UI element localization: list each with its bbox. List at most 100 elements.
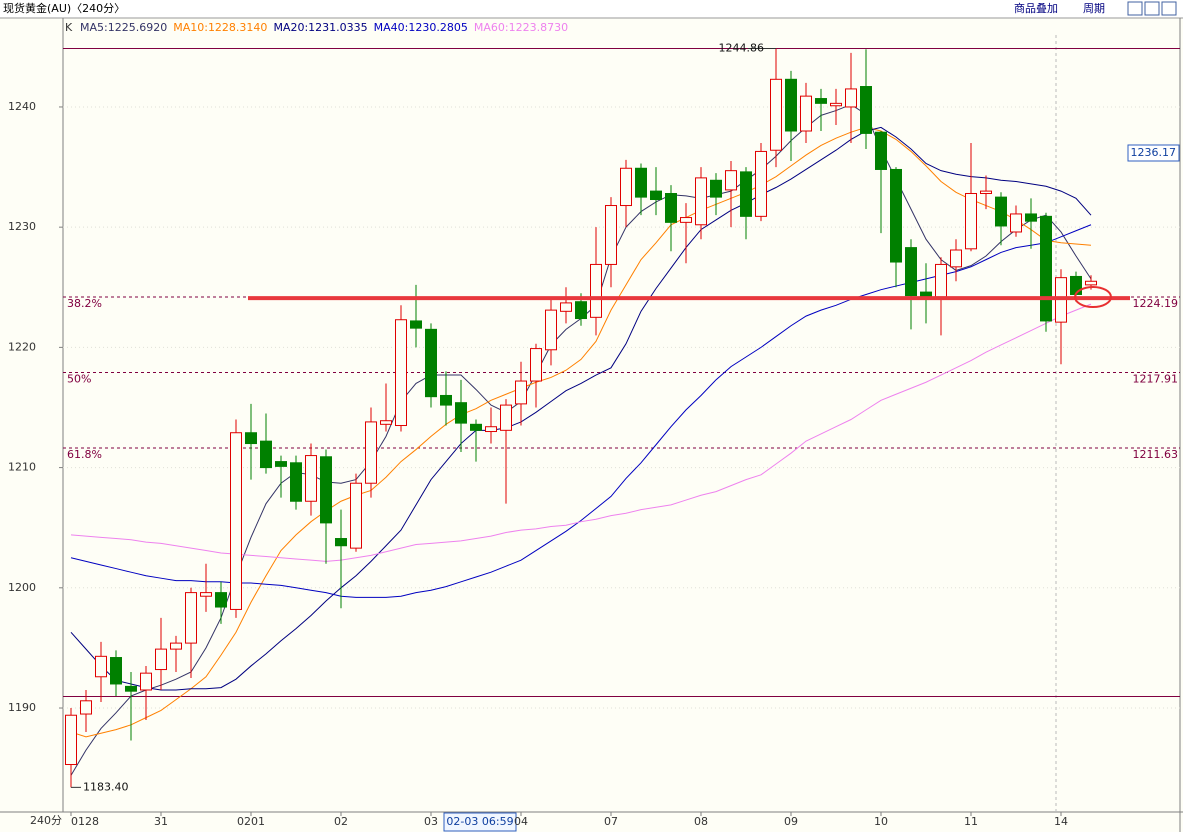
candle-body	[905, 247, 917, 297]
candle-body	[455, 402, 467, 424]
candle-body	[365, 421, 377, 484]
price-box-value: 1236.17	[1131, 146, 1177, 159]
y-tick-label: 1190	[8, 701, 36, 714]
candle-body	[80, 700, 92, 715]
candle-body	[305, 455, 317, 502]
candle-body	[1040, 215, 1052, 322]
y-tick-label: 1200	[8, 581, 36, 594]
x-tick-label: 10	[874, 815, 888, 828]
candle-body	[440, 394, 452, 406]
price-box	[1127, 144, 1180, 162]
candle-body	[335, 538, 347, 547]
low-label: 1183.40	[83, 780, 129, 793]
y-tick-label: 1230	[8, 220, 36, 233]
candle-body	[170, 642, 182, 650]
nav-icons[interactable]	[1127, 1, 1177, 16]
cursor-time: 02-03 06:59	[446, 815, 513, 828]
top-bar	[0, 0, 1183, 18]
x-tick-label: 02	[334, 815, 348, 828]
candle-body	[275, 461, 287, 467]
candle-body	[470, 423, 482, 431]
candle-body	[290, 462, 302, 502]
highlight-circle	[1074, 286, 1112, 308]
candle-body	[545, 309, 557, 351]
candle-body	[575, 301, 587, 320]
x-tick-label: 0201	[237, 815, 265, 828]
x-tick-label: 03	[424, 815, 438, 828]
candle-body	[710, 179, 722, 198]
candle-body	[965, 193, 977, 250]
overlay-button[interactable]: 商品叠加	[1014, 1, 1058, 15]
candle-body	[320, 456, 332, 524]
candle-body	[680, 217, 692, 223]
fib-name: 50%	[67, 373, 91, 386]
period-label: 240分	[30, 814, 62, 827]
candle-body	[1070, 275, 1082, 295]
candle-body	[95, 655, 107, 678]
candle-body	[1010, 213, 1022, 233]
candle-body	[695, 177, 707, 226]
legend-entry: MA10:1228.3140	[173, 21, 267, 34]
candle-body	[515, 380, 527, 405]
legend-entry: MA40:1230.2805	[374, 21, 468, 34]
x-tick-label: 08	[694, 815, 708, 828]
candle-body	[785, 78, 797, 132]
candle-body	[215, 592, 227, 608]
fib-name: 61.8%	[67, 448, 102, 461]
candle-body	[110, 657, 122, 685]
candle-body	[140, 672, 152, 691]
candle-body	[980, 190, 992, 195]
candle-body	[770, 78, 782, 151]
fib-value: 1217.91	[1133, 373, 1179, 386]
fib-value: 1224.19	[1133, 297, 1179, 310]
candle-body	[815, 98, 827, 104]
ma-line	[70, 126, 1092, 691]
candle-body	[725, 170, 737, 191]
candle-body	[530, 348, 542, 382]
candle-body	[890, 168, 902, 263]
candle-body	[155, 648, 167, 671]
x-tick-label: 04	[514, 815, 528, 828]
cursor-time-box	[443, 812, 517, 832]
candle-body	[65, 714, 77, 766]
plot: 1190 1200 1210 1220 1230 1240 38.2% 1224.19 50% 1…	[8, 42, 1180, 828]
candle-body	[260, 440, 272, 469]
candle-body	[485, 426, 497, 433]
nav-expand[interactable]	[1161, 1, 1177, 16]
candle-body	[590, 263, 602, 318]
y-tick-label: 1210	[8, 461, 36, 474]
y-tick-label: 1240	[8, 100, 36, 113]
candle-body	[935, 263, 947, 298]
candle-body	[200, 592, 212, 597]
candle-body	[1025, 213, 1037, 222]
period-button[interactable]: 周期	[1083, 2, 1105, 15]
candle-body	[560, 302, 572, 312]
legend-entry: MA20:1231.0335	[273, 21, 367, 34]
candle-body	[830, 102, 842, 107]
candle-body	[350, 482, 362, 549]
x-tick-label: 0128	[71, 815, 99, 828]
candle-body	[740, 171, 752, 217]
high-label: 1244.86	[719, 42, 765, 55]
candle-body	[500, 404, 512, 431]
candle-body	[1085, 280, 1097, 286]
candle-body	[395, 319, 407, 427]
candle-body	[860, 86, 872, 134]
nav-right[interactable]	[1144, 1, 1160, 16]
legend-entry: MA5:1225.6920	[80, 21, 167, 34]
x-tick-label: 31	[154, 815, 168, 828]
candle-body	[950, 249, 962, 268]
candle-body	[800, 95, 812, 132]
chart-title: 现货黄金(AU)〈240分〉	[3, 1, 125, 15]
ma-line	[70, 126, 1092, 738]
candle-body	[995, 196, 1007, 227]
candle-body	[125, 685, 137, 692]
nav-left[interactable]	[1127, 1, 1143, 16]
x-tick-label: 07	[604, 815, 618, 828]
x-tick-label: 11	[964, 815, 978, 828]
x-tick-label: 09	[784, 815, 798, 828]
y-tick-label: 1220	[8, 340, 36, 353]
candle-body	[410, 320, 422, 329]
